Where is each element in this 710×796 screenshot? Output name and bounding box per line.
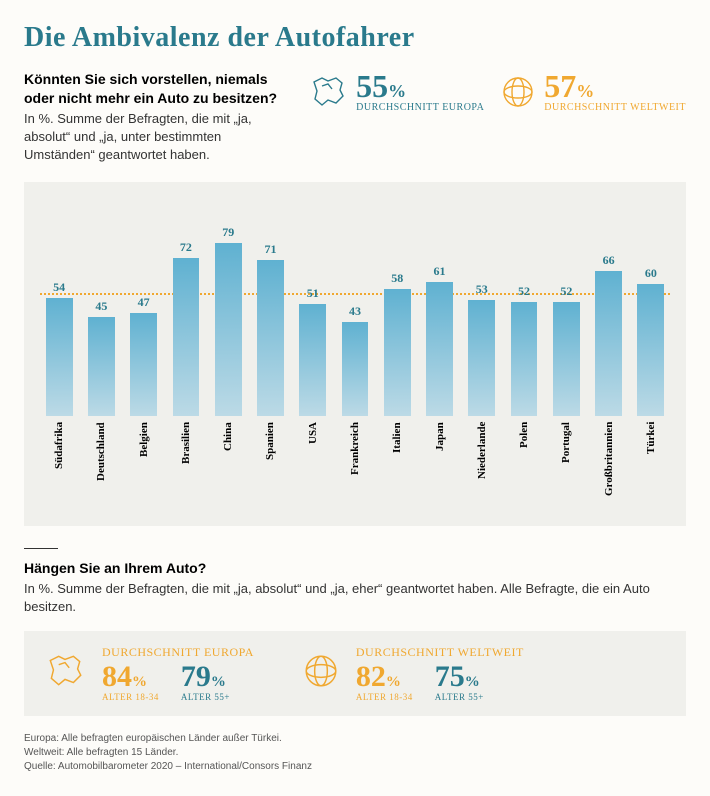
bar-col: 61 (420, 264, 458, 416)
bar (173, 258, 200, 416)
bar-value: 61 (434, 264, 446, 279)
bar-label: Polen (518, 422, 530, 518)
panel-europe-title: DURCHSCHNITT EUROPA (102, 645, 254, 660)
bar (257, 260, 284, 416)
bar-label: Portugal (560, 422, 572, 518)
q1-question: Könnten Sie sich vorstellen, niemals ode… (24, 70, 292, 108)
bar-value: 79 (222, 225, 234, 240)
bar-value: 52 (518, 284, 530, 299)
europe-map-icon (44, 652, 86, 695)
bar-label: Spanien (264, 422, 276, 518)
bar-col: 47 (125, 295, 163, 416)
bar-label: Niederlande (476, 422, 488, 518)
footnote-line: Europa: Alle befragten europäischen Länd… (24, 732, 686, 746)
footnote-line: Quelle: Automobilbarometer 2020 – Intern… (24, 760, 686, 774)
bar-col: 72 (167, 240, 205, 416)
bar-col: 53 (463, 282, 501, 417)
bar-value: 66 (603, 253, 615, 268)
bar (426, 282, 453, 416)
section-divider (24, 548, 58, 549)
panel-europe: DURCHSCHNITT EUROPA 84% ALTER 18-34 79% … (44, 645, 254, 702)
bar-label: Japan (434, 422, 446, 518)
q2-subtext: In %. Summe der Befragten, die mit „ja, … (24, 580, 686, 616)
bar-chart: 54 45 47 72 79 71 51 43 58 61 53 52 52 66 60 Südafrika… (24, 182, 686, 526)
panel-world-title: DURCHSCHNITT WELTWEIT (356, 645, 524, 660)
bar (553, 302, 580, 416)
globe-icon (302, 652, 340, 695)
bar-label: Großbritannien (603, 422, 615, 518)
bar-col: 45 (82, 299, 120, 416)
bar (342, 322, 369, 417)
bar (468, 300, 495, 417)
bar-col: 51 (294, 286, 332, 416)
footnotes: Europa: Alle befragten europäischen Länd… (24, 732, 686, 774)
bar-value: 45 (95, 299, 107, 314)
bar-label: Deutschland (95, 422, 107, 518)
stats-panel: DURCHSCHNITT EUROPA 84% ALTER 18-34 79% … (24, 631, 686, 716)
bar-value: 52 (560, 284, 572, 299)
panel-world-young: 82% ALTER 18-34 (356, 662, 413, 702)
bar (299, 304, 326, 416)
stat-europe-label: DURCHSCHNITT EUROPA (356, 102, 484, 114)
footnote-line: Weltweit: Alle befragten 15 Länder. (24, 746, 686, 760)
bar-value: 53 (476, 282, 488, 297)
globe-icon (500, 74, 536, 110)
panel-europe-old: 79% ALTER 55+ (181, 662, 230, 702)
bar-value: 60 (645, 266, 657, 281)
page-title: Die Ambivalenz der Autofahrer (24, 22, 686, 54)
bar (595, 271, 622, 416)
bar (130, 313, 157, 416)
bar-value: 51 (307, 286, 319, 301)
europe-map-icon (308, 74, 348, 110)
bar (46, 298, 73, 417)
bar-value: 43 (349, 304, 361, 319)
bar-value: 47 (138, 295, 150, 310)
stat-world-value: 57% (544, 70, 686, 102)
stat-world-label: DURCHSCHNITT WELTWEIT (544, 102, 686, 114)
bar (511, 302, 538, 416)
bar-col: 71 (251, 242, 289, 416)
bar (88, 317, 115, 416)
bar-label: Südafrika (53, 422, 65, 518)
bar-label: China (222, 422, 234, 518)
stat-europe-value: 55% (356, 70, 484, 102)
bar-col: 58 (378, 271, 416, 417)
q1-subtext: In %. Summe der Befragten, die mit „ja, … (24, 110, 292, 165)
stat-europe: 55% DURCHSCHNITT EUROPA (308, 70, 484, 114)
bar (637, 284, 664, 416)
bar-col: 52 (505, 284, 543, 416)
bar-col: 66 (589, 253, 627, 416)
intro-row: Könnten Sie sich vorstellen, niemals ode… (24, 70, 686, 164)
bar-value: 54 (53, 280, 65, 295)
q2-question: Hängen Sie an Ihrem Auto? (24, 559, 686, 578)
panel-europe-young: 84% ALTER 18-34 (102, 662, 159, 702)
bar-col: 79 (209, 225, 247, 417)
panel-world-old: 75% ALTER 55+ (435, 662, 484, 702)
bar-col: 52 (547, 284, 585, 416)
bar-value: 71 (264, 242, 276, 257)
bar-label: Italien (391, 422, 403, 518)
bar-col: 43 (336, 304, 374, 417)
stat-world: 57% DURCHSCHNITT WELTWEIT (500, 70, 686, 114)
bar-value: 58 (391, 271, 403, 286)
bar-col: 60 (632, 266, 670, 416)
bar-label: Türkei (645, 422, 657, 518)
bar (384, 289, 411, 417)
bar-value: 72 (180, 240, 192, 255)
bar-col: 54 (40, 280, 78, 417)
bar-label: Belgien (138, 422, 150, 518)
bar (215, 243, 242, 417)
panel-world: DURCHSCHNITT WELTWEIT 82% ALTER 18-34 75… (302, 645, 524, 702)
bar-label: Frankreich (349, 422, 361, 518)
bar-label: Brasilien (180, 422, 192, 518)
bar-label: USA (307, 422, 319, 518)
